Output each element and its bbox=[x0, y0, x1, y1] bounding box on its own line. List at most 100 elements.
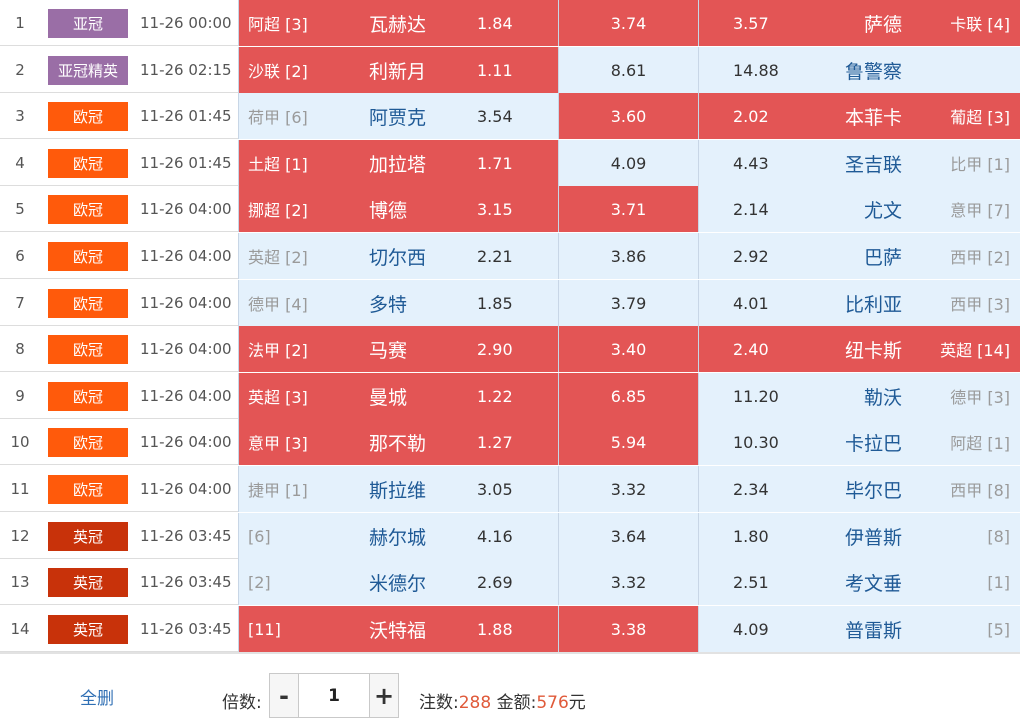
draw-option[interactable]: 3.40 bbox=[558, 326, 698, 372]
home-team: 那不勒 bbox=[369, 432, 427, 455]
league-tag-cell: 欧冠 bbox=[40, 466, 136, 512]
multiplier-label: 倍数: bbox=[222, 693, 262, 713]
draw-option[interactable]: 3.86 bbox=[558, 233, 698, 279]
away-win-option[interactable]: 3.57 萨德 卡联 [4] bbox=[698, 0, 1020, 46]
league-tag-cell: 欧冠 bbox=[40, 186, 136, 232]
bets-count: 288 bbox=[458, 693, 492, 713]
home-win-option[interactable]: 英超 [3] 曼城 1.22 bbox=[238, 373, 558, 419]
draw-option[interactable]: 5.94 bbox=[558, 419, 698, 465]
home-odds: 1.27 bbox=[477, 432, 513, 452]
home-win-option[interactable]: 阿超 [3] 瓦赫达 1.84 bbox=[238, 0, 558, 46]
home-league-rank: 捷甲 [1] bbox=[248, 481, 308, 500]
home-win-option[interactable]: 沙联 [2] 利新月 1.11 bbox=[238, 47, 558, 93]
draw-option[interactable]: 3.74 bbox=[558, 0, 698, 46]
away-team: 尤文 bbox=[863, 199, 902, 222]
home-win-option[interactable]: [6] 赫尔城 4.16 bbox=[238, 513, 558, 559]
match-time: 11-26 04:00 bbox=[140, 247, 232, 265]
away-odds: 4.09 bbox=[733, 619, 769, 639]
draw-option[interactable]: 3.38 bbox=[558, 606, 698, 652]
row-number: 7 bbox=[15, 294, 25, 312]
away-team: 考文垂 bbox=[844, 572, 902, 595]
away-win-option[interactable]: 2.02 本菲卡 葡超 [3] bbox=[698, 93, 1020, 139]
away-win-option[interactable]: 10.30 卡拉巴 阿超 [1] bbox=[698, 419, 1020, 465]
away-team: 圣吉联 bbox=[844, 153, 902, 176]
match-time: 11-26 04:00 bbox=[140, 294, 232, 312]
away-odds: 2.92 bbox=[733, 246, 769, 266]
away-league-rank: [1] bbox=[987, 572, 1010, 592]
increase-multiplier-button[interactable]: + bbox=[369, 674, 398, 717]
home-league-rank: 英超 [2] bbox=[248, 248, 308, 267]
away-league-rank: 西甲 [8] bbox=[950, 481, 1010, 500]
home-win-option[interactable]: 英超 [2] 切尔西 2.21 bbox=[238, 233, 558, 279]
league-tag-cell: 欧冠 bbox=[40, 233, 136, 279]
home-win-option[interactable]: 挪超 [2] 博德 3.15 bbox=[238, 186, 558, 232]
draw-option[interactable]: 8.61 bbox=[558, 47, 698, 93]
multiplier-input[interactable] bbox=[299, 674, 369, 717]
decrease-multiplier-button[interactable]: - bbox=[270, 674, 299, 717]
league-tag: 英冠 bbox=[48, 567, 128, 597]
league-tag: 欧冠 bbox=[48, 381, 128, 411]
draw-option[interactable]: 3.79 bbox=[558, 280, 698, 326]
match-row: 13 英冠 11-26 03:45 [2] 米德尔 2.69 3.32 2.51 考文垂 [1] bbox=[0, 559, 1020, 605]
draw-option[interactable]: 6.85 bbox=[558, 373, 698, 419]
home-win-option[interactable]: [2] 米德尔 2.69 bbox=[238, 559, 558, 605]
away-win-option[interactable]: 2.34 毕尔巴 西甲 [8] bbox=[698, 466, 1020, 512]
league-tag: 欧冠 bbox=[48, 241, 128, 271]
draw-option[interactable]: 3.32 bbox=[558, 466, 698, 512]
match-row: 12 英冠 11-26 03:45 [6] 赫尔城 4.16 3.64 1.80 伊普斯 [8] bbox=[0, 513, 1020, 559]
row-number: 1 bbox=[15, 14, 25, 32]
home-odds: 3.05 bbox=[477, 479, 513, 499]
home-odds: 2.69 bbox=[477, 572, 513, 592]
home-league-rank: [11] bbox=[248, 619, 281, 639]
away-team: 毕尔巴 bbox=[844, 479, 902, 502]
row-number: 9 bbox=[15, 387, 25, 405]
home-team: 切尔西 bbox=[369, 246, 427, 269]
match-time: 11-26 04:00 bbox=[140, 200, 232, 218]
league-tag-cell: 欧冠 bbox=[40, 373, 136, 419]
bet-footer: 全删 倍数: - + 注数:288 金额:576元 bbox=[0, 652, 1020, 719]
home-team: 米德尔 bbox=[369, 572, 427, 595]
away-win-option[interactable]: 2.40 纽卡斯 英超 [14] bbox=[698, 326, 1020, 372]
multiplier-stepper: - + bbox=[269, 673, 399, 718]
match-row: 8 欧冠 11-26 04:00 法甲 [2] 马赛 2.90 3.40 2.40 纽卡斯 英超 … bbox=[0, 326, 1020, 372]
match-time: 11-26 03:45 bbox=[140, 620, 232, 638]
home-win-option[interactable]: 捷甲 [1] 斯拉维 3.05 bbox=[238, 466, 558, 512]
draw-option[interactable]: 3.60 bbox=[558, 93, 698, 139]
league-tag-cell: 欧冠 bbox=[40, 93, 136, 139]
league-tag-cell: 欧冠 bbox=[40, 326, 136, 372]
clear-all-link[interactable]: 全删 bbox=[80, 689, 114, 709]
away-win-option[interactable]: 1.80 伊普斯 [8] bbox=[698, 513, 1020, 559]
home-win-option[interactable]: 意甲 [3] 那不勒 1.27 bbox=[238, 419, 558, 465]
draw-option[interactable]: 3.71 bbox=[558, 186, 698, 232]
match-time: 11-26 00:00 bbox=[140, 14, 232, 32]
home-win-option[interactable]: 荷甲 [6] 阿贾克 3.54 bbox=[238, 93, 558, 139]
away-team: 巴萨 bbox=[863, 246, 902, 269]
home-win-option[interactable]: 土超 [1] 加拉塔 1.71 bbox=[238, 140, 558, 186]
away-win-option[interactable]: 11.20 勒沃 德甲 [3] bbox=[698, 373, 1020, 419]
home-win-option[interactable]: [11] 沃特福 1.88 bbox=[238, 606, 558, 652]
home-odds: 2.21 bbox=[477, 246, 513, 266]
match-time: 11-26 04:00 bbox=[140, 433, 232, 451]
away-team: 比利亚 bbox=[844, 293, 902, 316]
home-win-option[interactable]: 德甲 [4] 多特 1.85 bbox=[238, 280, 558, 326]
draw-option[interactable]: 4.09 bbox=[558, 140, 698, 186]
row-number: 3 bbox=[15, 107, 25, 125]
amount-unit: 元 bbox=[568, 693, 586, 713]
amount-label: 金额: bbox=[496, 693, 537, 713]
home-league-rank: 荷甲 [6] bbox=[248, 108, 308, 127]
away-odds: 2.02 bbox=[733, 106, 769, 126]
away-win-option[interactable]: 4.09 普雷斯 [5] bbox=[698, 606, 1020, 652]
away-win-option[interactable]: 14.88 鲁警察 bbox=[698, 47, 1020, 93]
away-team: 本菲卡 bbox=[844, 106, 902, 129]
home-win-option[interactable]: 法甲 [2] 马赛 2.90 bbox=[238, 326, 558, 372]
away-win-option[interactable]: 4.43 圣吉联 比甲 [1] bbox=[698, 140, 1020, 186]
away-win-option[interactable]: 2.14 尤文 意甲 [7] bbox=[698, 186, 1020, 232]
away-win-option[interactable]: 2.92 巴萨 西甲 [2] bbox=[698, 233, 1020, 279]
league-tag-cell: 欧冠 bbox=[40, 140, 136, 186]
league-tag: 欧冠 bbox=[48, 288, 128, 318]
away-team: 卡拉巴 bbox=[844, 432, 902, 455]
draw-option[interactable]: 3.32 bbox=[558, 559, 698, 605]
draw-option[interactable]: 3.64 bbox=[558, 513, 698, 559]
away-win-option[interactable]: 2.51 考文垂 [1] bbox=[698, 559, 1020, 605]
away-win-option[interactable]: 4.01 比利亚 西甲 [3] bbox=[698, 280, 1020, 326]
